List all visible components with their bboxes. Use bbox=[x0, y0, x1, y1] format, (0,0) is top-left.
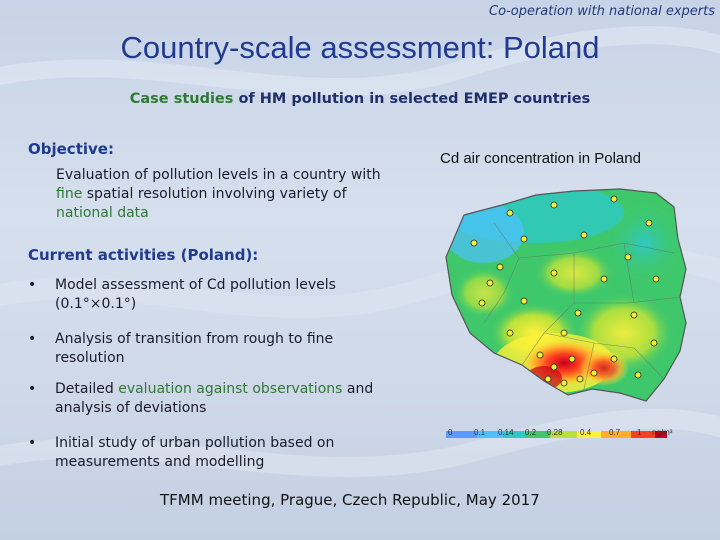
subtitle-case-studies: Case studies bbox=[129, 91, 234, 107]
poland-cd-map: 0 0.1 0.14 0.2 0.28 0.4 0.7 1 ng/m³ bbox=[445, 188, 687, 438]
legend-tick-label: 0.7 bbox=[609, 428, 621, 437]
bullet-text: Initial study of urban pollution based o… bbox=[55, 435, 335, 470]
legend-swatch bbox=[550, 431, 577, 438]
legend-swatch bbox=[503, 431, 525, 438]
legend-tick-label: 1 bbox=[637, 428, 642, 437]
voivodeship-borders bbox=[483, 222, 681, 390]
legend-swatch bbox=[601, 431, 631, 438]
legend-swatch bbox=[477, 431, 503, 438]
legend-swatch bbox=[577, 431, 601, 438]
objective-text-1: Evaluation of pollution levels in a coun… bbox=[56, 167, 381, 183]
bullet-dot-icon: • bbox=[28, 331, 37, 347]
map-fill bbox=[446, 189, 686, 401]
objective-text-2: spatial resolution involving variety of bbox=[82, 186, 347, 202]
station-markers bbox=[470, 195, 660, 387]
page-title: Country-scale assessment: Poland bbox=[120, 30, 600, 65]
bullet-text-part1: Detailed bbox=[55, 381, 119, 397]
objective-fine: fine bbox=[56, 186, 83, 202]
objective-national-data: national data bbox=[56, 205, 149, 221]
legend-tick-label: 0 bbox=[448, 428, 453, 437]
legend-tick-label: 0.4 bbox=[580, 428, 592, 437]
legend-swatch bbox=[446, 431, 477, 438]
activities-heading: Current activities (Poland): bbox=[28, 246, 259, 264]
legend-swatch bbox=[631, 431, 655, 438]
legend-tick-label: 0.1 bbox=[474, 428, 486, 437]
legend-unit: ng/m³ bbox=[652, 428, 673, 437]
legend-tick-label: 0.2 bbox=[525, 428, 537, 437]
country-border bbox=[445, 188, 687, 402]
bullet-dot-icon: • bbox=[28, 435, 37, 451]
bullet-dot-icon: • bbox=[28, 381, 37, 397]
legend-tick-label: 0.28 bbox=[547, 428, 563, 437]
legend-tick-label: 0.14 bbox=[498, 428, 514, 437]
bullet-text: Detailed evaluation against observations… bbox=[55, 380, 395, 418]
tagline: Co-operation with national experts bbox=[489, 4, 715, 19]
bullet-text: Model assessment of Cd pollution levels … bbox=[55, 277, 336, 312]
objective-heading: Objective: bbox=[28, 140, 114, 158]
footer-text: TFMM meeting, Prague, Czech Republic, Ma… bbox=[160, 491, 540, 509]
legend-labels: 0 0.1 0.14 0.2 0.28 0.4 0.7 1 ng/m³ bbox=[448, 428, 673, 437]
objective-body: Evaluation of pollution levels in a coun… bbox=[56, 166, 396, 223]
legend-swatch bbox=[525, 431, 550, 438]
bullet-dot-icon: • bbox=[28, 277, 37, 293]
subtitle-rest: of HM pollution in selected EMEP countri… bbox=[233, 91, 591, 107]
bullet-text: Analysis of transition from rough to fin… bbox=[55, 331, 334, 366]
subtitle: Case studies of HM pollution in selected… bbox=[0, 91, 720, 107]
bullet-evaluation: evaluation against observations bbox=[118, 381, 343, 397]
legend-swatch bbox=[655, 431, 667, 438]
map-legend bbox=[446, 431, 667, 438]
bullet-text-part2: and analysis of deviations bbox=[55, 381, 374, 416]
map-caption: Cd air concentration in Poland bbox=[440, 150, 641, 167]
